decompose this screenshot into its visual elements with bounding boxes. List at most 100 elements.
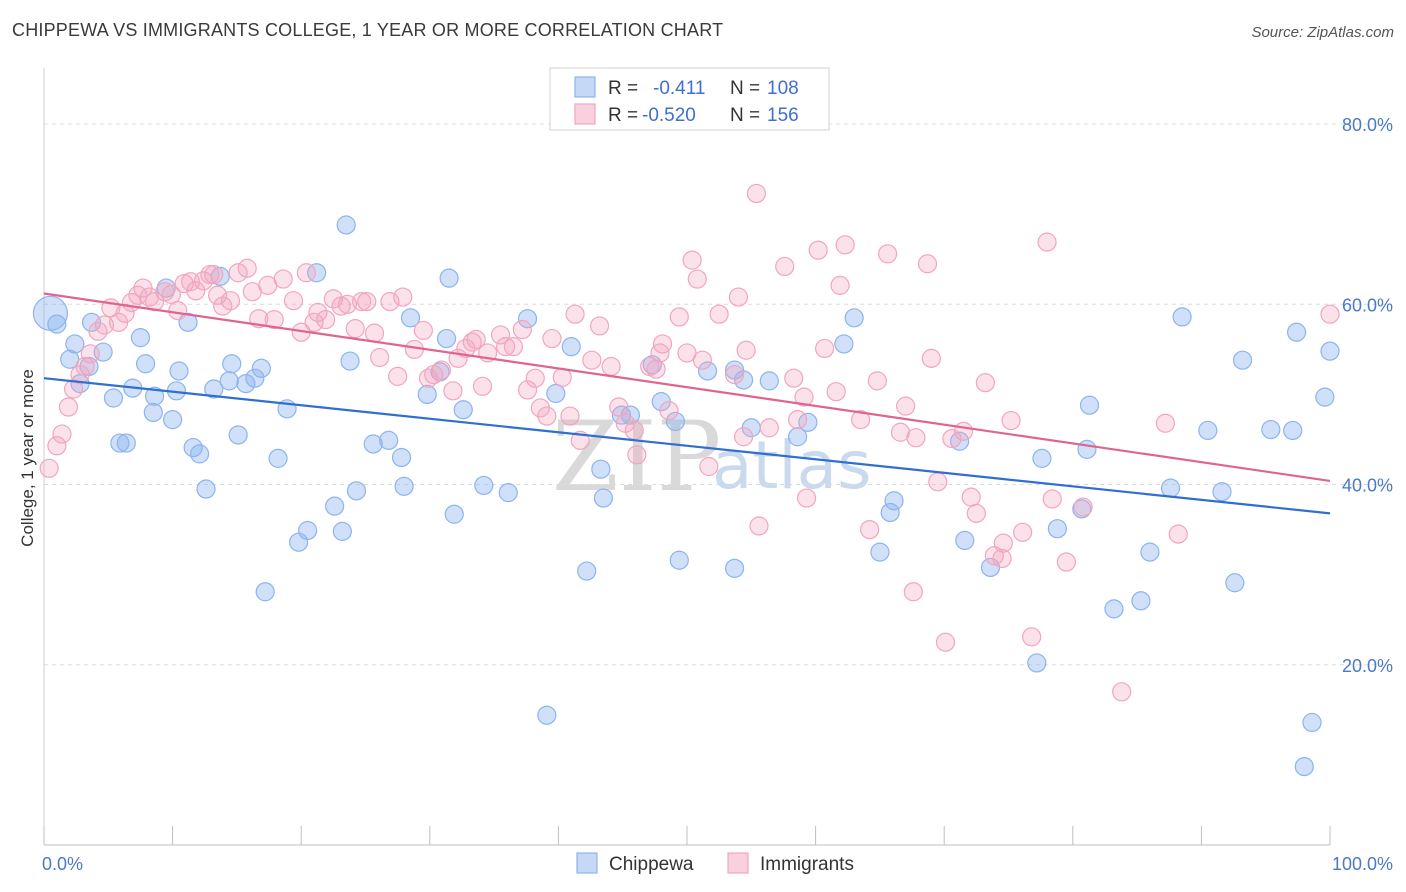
immigrants-point	[47, 436, 67, 456]
legend-r-value-immigrants: -0.520	[642, 105, 696, 126]
chippewa-point	[251, 358, 271, 378]
x-tick-label: 0.0%	[42, 854, 83, 874]
immigrants-point	[304, 312, 324, 332]
legend-n-value-chippewa: 108	[767, 78, 799, 99]
chippewa-point	[245, 368, 265, 388]
chippewa-point	[1172, 307, 1192, 327]
chippewa-point	[439, 268, 459, 288]
immigrants-point	[1320, 304, 1340, 324]
immigrants-point	[749, 516, 769, 536]
immigrants-point	[851, 410, 871, 430]
immigrants-point	[1001, 410, 1021, 431]
immigrants-point	[966, 503, 986, 523]
bottom-legend-swatch-chippewa	[576, 852, 598, 874]
chippewa-point	[228, 425, 248, 445]
chippewa-point	[1315, 387, 1335, 407]
immigrants-point	[39, 458, 59, 478]
immigrants-point	[542, 328, 562, 349]
immigrants-point	[794, 387, 814, 407]
immigrants-point	[273, 269, 293, 289]
immigrants-point	[582, 350, 602, 370]
chippewa-point	[453, 400, 473, 420]
immigrants-point	[75, 356, 95, 377]
top-legend: R = -0.411 N = 108 R = -0.520 N = 156	[549, 67, 830, 131]
chippewa-point	[340, 351, 360, 371]
chippewa-point	[255, 582, 275, 602]
immigrants-trend-line	[43, 292, 1331, 483]
chippewa-point	[298, 520, 318, 541]
chippewa-points	[32, 215, 1340, 777]
immigrants-point	[890, 422, 911, 442]
immigrants-point	[1037, 232, 1057, 252]
immigrants-point	[878, 244, 898, 264]
x-tick-label: 100.0%	[1332, 854, 1393, 874]
immigrants-point	[669, 307, 689, 327]
immigrants-point	[835, 235, 855, 255]
immigrants-point	[283, 291, 304, 311]
immigrants-point	[316, 310, 336, 330]
chippewa-point	[1198, 420, 1218, 441]
chippewa-point	[950, 431, 970, 451]
chippewa-point	[787, 427, 808, 447]
immigrants-point	[204, 264, 224, 285]
immigrants-point	[826, 382, 846, 402]
chart-title: CHIPPEWA VS IMMIGRANTS COLLEGE, 1 YEAR O…	[12, 20, 724, 40]
chippewa-point	[665, 411, 686, 432]
chippewa-point	[1302, 712, 1322, 733]
chippewa-point	[363, 434, 383, 454]
chippewa-point	[955, 530, 975, 551]
chippewa-point	[379, 430, 399, 450]
chippewa-point	[325, 496, 345, 516]
chippewa-point	[880, 502, 900, 523]
chippewa-point	[346, 481, 367, 501]
chippewa-point	[116, 433, 136, 453]
immigrants-point	[808, 240, 828, 260]
immigrants-point	[921, 348, 941, 368]
bottom-legend-swatch-immigrants	[727, 852, 749, 874]
immigrants-point	[659, 401, 679, 421]
immigrants-point	[331, 296, 351, 316]
immigrants-point	[601, 356, 621, 377]
chippewa-point	[222, 354, 242, 374]
chippewa-point	[143, 402, 163, 423]
chippewa-point	[47, 314, 67, 334]
y-axis-title: College, 1 year or more	[18, 369, 37, 547]
chippewa-point	[1232, 350, 1253, 370]
grid-lines	[44, 123, 1392, 666]
chippewa-point	[517, 309, 538, 329]
immigrants-point	[699, 456, 719, 477]
immigrants-point	[784, 368, 804, 388]
chippewa-point	[436, 328, 457, 349]
immigrants-point	[323, 289, 343, 309]
chippewa-point	[844, 308, 864, 328]
immigrants-point	[1042, 489, 1062, 509]
immigrants-point	[388, 366, 408, 386]
chippewa-point	[65, 334, 85, 354]
legend-n-value-immigrants: 156	[767, 105, 799, 126]
chippewa-point	[1261, 419, 1281, 440]
immigrants-point	[992, 548, 1012, 569]
legend-r-label-immigrants: R =	[608, 105, 638, 126]
immigrants-point	[1073, 497, 1093, 517]
chippewa-point	[1131, 591, 1151, 611]
y-tick-label: 40.0%	[1342, 476, 1393, 496]
bottom-legend: Chippewa Immigrants	[576, 852, 854, 875]
immigrants-point	[525, 368, 545, 388]
immigrants-point	[896, 396, 916, 416]
chippewa-point	[593, 488, 614, 508]
y-tick-label: 80.0%	[1342, 115, 1393, 135]
immigrants-point	[161, 284, 181, 304]
immigrants-point	[370, 347, 390, 368]
immigrants-point	[830, 275, 850, 295]
immigrants-point	[728, 287, 749, 307]
chippewa-point	[1225, 573, 1245, 593]
y-tick-label: 60.0%	[1342, 295, 1393, 315]
immigrants-point	[352, 291, 372, 312]
immigrants-point	[796, 488, 817, 508]
y-tick-label: 20.0%	[1342, 656, 1393, 676]
immigrants-point	[380, 291, 400, 312]
legend-n-label-immigrants: N =	[730, 105, 760, 126]
chippewa-point	[733, 370, 754, 390]
immigrants-point	[687, 269, 707, 289]
